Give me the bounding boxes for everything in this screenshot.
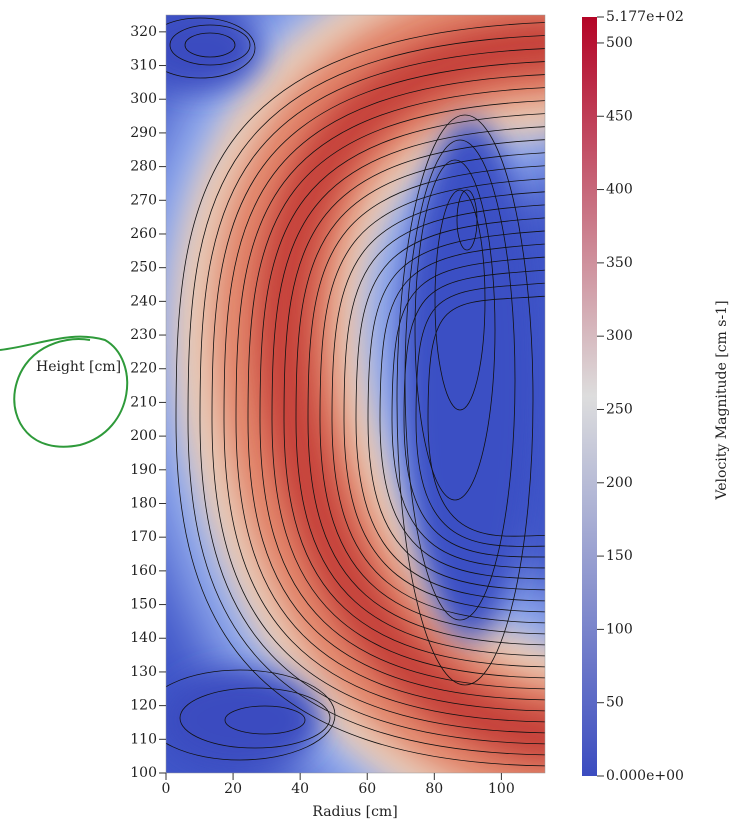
x-tick-label: 100 [488, 781, 515, 797]
streamline [199, 48, 545, 745]
streamline [396, 114, 534, 686]
x-tick-label: 60 [358, 781, 376, 797]
colorbar-tick-label: 100 [606, 621, 633, 637]
streamline [319, 178, 545, 635]
colorbar-tick-label: 400 [606, 182, 633, 198]
x-tick-label: 0 [162, 781, 171, 797]
y-axis-label: Height [cm] [36, 359, 121, 375]
streamline [343, 204, 545, 613]
y-tick-label: 300 [130, 91, 157, 107]
colorbar-tick-label: 300 [606, 328, 633, 344]
streamline [271, 126, 545, 679]
colorbar-tick-label: 250 [606, 401, 633, 417]
y-tick-label: 260 [130, 226, 157, 242]
streamline [283, 139, 545, 668]
streamline [184, 32, 236, 58]
streamline [169, 24, 251, 66]
y-tick-label: 200 [130, 428, 157, 444]
y-tick-label: 170 [130, 529, 157, 545]
streamline [247, 100, 545, 701]
colorbar-title: Velocity Magnitude [cm s-1] [714, 300, 730, 500]
streamline [414, 159, 496, 501]
plot-frame [165, 14, 546, 774]
streamline [434, 189, 486, 411]
annotation-circle [0, 335, 129, 448]
streamline [415, 282, 545, 547]
x-tick-label: 40 [291, 781, 309, 797]
y-tick-label: 210 [130, 394, 157, 410]
colorbar-tick-label: 450 [606, 108, 633, 124]
streamlines [166, 17, 545, 767]
streamline [223, 74, 545, 723]
colorbar-tick-label: 50 [606, 695, 624, 711]
y-tick-label: 130 [130, 664, 157, 680]
y-tick-label: 190 [130, 462, 157, 478]
y-tick-label: 160 [130, 563, 157, 579]
y-tick-label: 250 [130, 260, 157, 276]
y-tick-label: 120 [130, 698, 157, 714]
streamline [355, 217, 545, 602]
y-tick-label: 180 [130, 495, 157, 511]
streamline [403, 269, 545, 558]
colorbar-tick-label: 5.177e+02 [606, 9, 684, 25]
y-tick-label: 230 [130, 327, 157, 343]
streamline [331, 191, 545, 624]
streamline [295, 152, 545, 657]
x-axis-label: Radius [cm] [312, 804, 397, 820]
streamline [211, 61, 545, 734]
annotation [0, 335, 129, 448]
colorbar-tick-label: 350 [606, 255, 633, 271]
streamline [187, 35, 545, 756]
streamline [404, 139, 516, 621]
streamline [224, 705, 306, 735]
colorbar-tick-label: 150 [606, 548, 633, 564]
y-tick-label: 290 [130, 125, 157, 141]
y-tick-label: 240 [130, 293, 157, 309]
x-tick-label: 20 [224, 781, 242, 797]
y-tick-label: 310 [130, 58, 157, 74]
y-tick-label: 110 [130, 731, 157, 747]
colorbar-tick-label: 500 [606, 35, 633, 51]
y-tick-label: 320 [130, 24, 157, 40]
colorbar-tick-label: 0.000e+00 [606, 768, 684, 784]
y-tick-label: 140 [130, 630, 157, 646]
y-tick-label: 270 [130, 192, 157, 208]
streamline [235, 87, 545, 712]
y-tick-label: 220 [130, 361, 157, 377]
streamline [179, 687, 331, 749]
colorbar [582, 17, 597, 776]
y-tick-label: 100 [130, 765, 157, 781]
streamline [166, 669, 336, 761]
y-tick-label: 150 [130, 597, 157, 613]
y-tick-label: 280 [130, 159, 157, 175]
streamline [166, 17, 256, 79]
x-tick-label: 80 [425, 781, 443, 797]
streamline [259, 113, 545, 690]
streamline [307, 165, 545, 646]
streamline [175, 22, 545, 767]
velocity-field [166, 15, 545, 773]
colorbar-tick-label: 200 [606, 475, 633, 491]
streamline [379, 243, 545, 580]
axes: 1001101201301401501601701801902002102202… [130, 9, 684, 797]
streamline [391, 256, 545, 569]
